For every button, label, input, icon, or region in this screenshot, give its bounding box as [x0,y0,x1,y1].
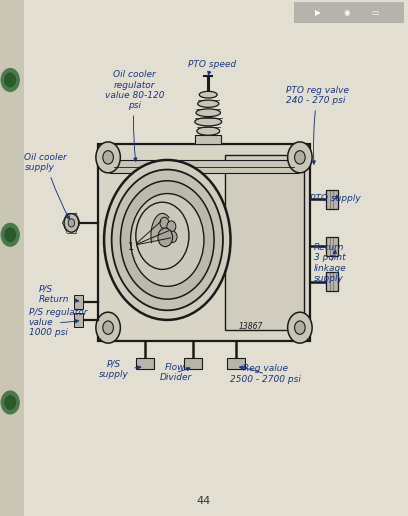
Bar [195,135,221,144]
Text: PTO speed: PTO speed [188,60,236,75]
Circle shape [1,391,19,414]
Circle shape [288,142,312,173]
Bar [294,2,404,23]
Ellipse shape [196,109,220,117]
Circle shape [96,142,120,173]
Text: 1: 1 [127,242,134,252]
Text: 13867: 13867 [239,321,263,331]
Bar [98,144,310,341]
Text: Return
3 point
linkage
supply: Return 3 point linkage supply [314,243,347,283]
Ellipse shape [197,127,220,135]
Circle shape [167,221,176,232]
Text: ◉: ◉ [344,8,350,17]
Bar [74,313,83,327]
Text: 44: 44 [197,495,211,506]
Text: P/S regulator
value
1000 psi: P/S regulator value 1000 psi [29,308,87,337]
Circle shape [131,194,204,286]
Circle shape [120,181,214,299]
Text: Oil cooler
supply: Oil cooler supply [24,153,70,220]
Circle shape [160,217,169,229]
Text: Reg value
2500 - 2700 psi: Reg value 2500 - 2700 psi [230,364,301,384]
Circle shape [96,312,120,343]
Bar [0,0,24,516]
Circle shape [1,223,19,246]
Bar [326,272,338,291]
Circle shape [104,160,231,320]
Circle shape [295,321,305,334]
Ellipse shape [195,118,222,126]
Bar [326,190,338,208]
Circle shape [136,202,189,269]
Text: PTO supply: PTO supply [310,194,361,203]
Circle shape [295,151,305,164]
Text: PTO reg valve
240 - 270 psi: PTO reg valve 240 - 270 psi [286,86,348,164]
Polygon shape [151,214,169,243]
Ellipse shape [199,91,217,98]
Circle shape [103,321,113,334]
Circle shape [158,228,173,247]
Text: ▭: ▭ [372,8,379,17]
Ellipse shape [197,100,219,107]
Text: P/S
supply: P/S supply [99,359,141,379]
Bar [225,155,304,330]
Circle shape [5,73,16,87]
Circle shape [168,231,177,243]
Circle shape [68,219,75,227]
Circle shape [1,69,19,91]
Circle shape [112,170,223,310]
Text: P/S
Return: P/S Return [39,284,79,304]
Bar [326,237,338,256]
Bar [227,358,245,369]
Bar [184,358,202,369]
Circle shape [64,214,79,232]
Bar [110,160,298,173]
Circle shape [288,312,312,343]
Bar [74,295,83,309]
Bar [135,358,153,369]
Circle shape [5,396,16,409]
Text: Oil cooler
regulator
value 80-120
psi: Oil cooler regulator value 80-120 psi [105,70,164,162]
Circle shape [103,151,113,164]
Text: ▶: ▶ [315,8,321,17]
Circle shape [5,228,16,241]
Text: Flow
Divider: Flow Divider [159,363,192,382]
